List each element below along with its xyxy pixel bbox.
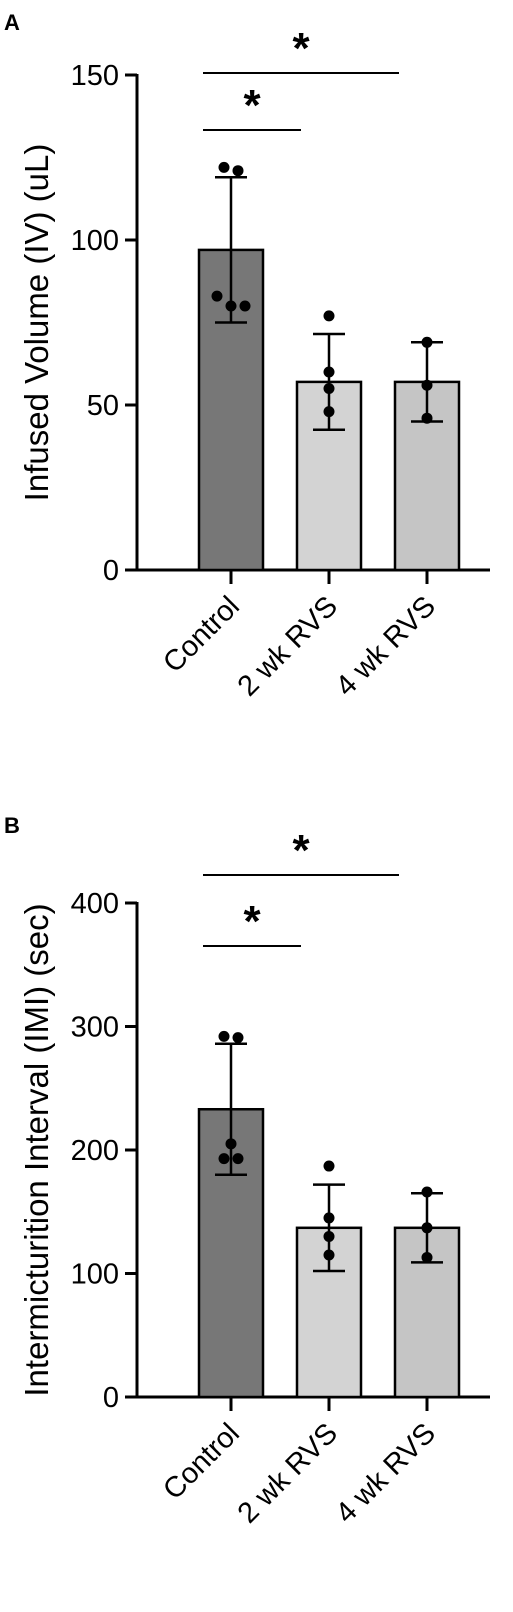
data-point — [421, 379, 433, 391]
data-point — [232, 1032, 244, 1044]
data-point — [323, 1212, 335, 1224]
data-point — [323, 383, 335, 394]
data-point — [323, 310, 335, 322]
y-tick-label: 400 — [71, 888, 119, 920]
data-point — [421, 412, 433, 424]
data-point — [323, 1249, 335, 1261]
data-point — [211, 290, 223, 302]
data-point — [323, 366, 335, 378]
y-tick-label: 100 — [71, 225, 119, 257]
data-point — [225, 1138, 237, 1150]
chart-intermicturition-interval: 0 100 200 300 400 Intermicturition Interval (… — [18, 826, 490, 1530]
significance-marker: * — [243, 897, 261, 946]
y-axis-title: Infused Volume (IV) (uL) — [18, 144, 55, 502]
data-point — [421, 1251, 433, 1263]
y-tick-label: 200 — [71, 1135, 119, 1167]
y-tick-label: 0 — [103, 1382, 119, 1414]
y-tick-label: 0 — [103, 555, 119, 587]
x-tick-label: Control — [157, 1417, 246, 1506]
data-point — [323, 406, 335, 418]
significance-marker: * — [292, 826, 310, 875]
data-point — [218, 161, 230, 173]
x-tick-label: 2 wk RVS — [232, 1417, 344, 1529]
panel-label-a: A — [4, 10, 20, 35]
y-tick-label: 100 — [71, 1259, 119, 1291]
significance-marker: * — [243, 81, 261, 130]
y-tick-label: 50 — [87, 390, 119, 422]
significance-marker: * — [292, 24, 310, 73]
data-point — [218, 1153, 230, 1165]
chart-infused-volume: 0 50 100 150 Infused Volume (IV) (uL) Control… — [18, 24, 490, 703]
data-point — [421, 1186, 433, 1198]
data-point — [239, 300, 251, 312]
x-tick-label: 2 wk RVS — [232, 590, 344, 702]
y-tick-label: 150 — [71, 60, 119, 92]
data-point — [232, 1153, 244, 1165]
y-tick-label: 300 — [71, 1012, 119, 1044]
data-point — [323, 1160, 335, 1172]
data-point — [421, 336, 433, 348]
x-tick-label: 4 wk RVS — [330, 590, 442, 702]
panel-label-b: B — [4, 813, 20, 838]
data-point — [323, 1230, 335, 1242]
data-point — [232, 165, 244, 177]
data-point — [421, 1222, 433, 1234]
x-tick-label: Control — [157, 590, 246, 679]
data-point — [218, 1030, 230, 1042]
y-axis-title: Intermicturition Interval (IMI) (sec) — [18, 903, 55, 1396]
x-tick-label: 4 wk RVS — [330, 1417, 442, 1529]
data-point — [225, 300, 237, 312]
